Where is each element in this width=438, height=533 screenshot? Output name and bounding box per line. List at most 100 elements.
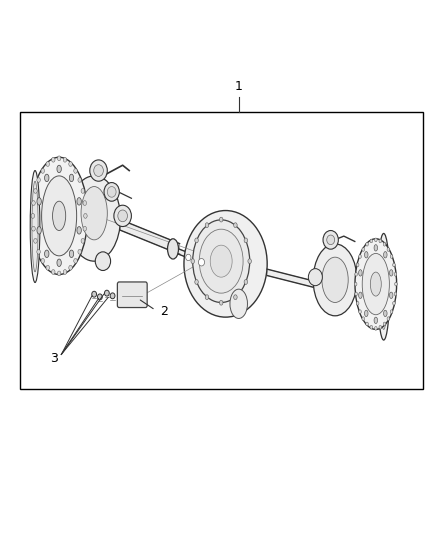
Ellipse shape [90,160,107,181]
Ellipse shape [244,279,247,285]
Ellipse shape [394,292,397,296]
Ellipse shape [69,250,74,257]
Ellipse shape [380,244,388,329]
Ellipse shape [205,295,208,300]
Ellipse shape [74,259,77,263]
Ellipse shape [233,223,237,228]
Ellipse shape [37,227,41,234]
Ellipse shape [366,322,368,326]
Ellipse shape [68,176,120,261]
Ellipse shape [78,177,81,182]
Ellipse shape [186,254,191,261]
Ellipse shape [370,325,373,329]
Ellipse shape [34,238,37,243]
Ellipse shape [362,317,364,320]
Ellipse shape [77,198,81,205]
Ellipse shape [114,205,131,227]
Ellipse shape [46,161,49,166]
Ellipse shape [244,238,247,243]
Ellipse shape [392,302,395,305]
Ellipse shape [374,245,378,251]
Ellipse shape [370,272,381,296]
Ellipse shape [32,227,35,231]
Ellipse shape [199,229,243,293]
Ellipse shape [46,265,49,270]
Ellipse shape [41,259,45,263]
Polygon shape [177,248,206,265]
Ellipse shape [42,176,77,256]
Ellipse shape [83,200,86,205]
Ellipse shape [63,157,67,162]
Ellipse shape [390,255,393,259]
Ellipse shape [374,238,377,241]
Ellipse shape [390,310,393,313]
Ellipse shape [195,279,198,285]
Ellipse shape [219,217,223,222]
Ellipse shape [69,161,72,166]
Ellipse shape [69,265,72,270]
Ellipse shape [63,270,67,274]
Ellipse shape [395,282,397,286]
Ellipse shape [389,270,393,276]
Ellipse shape [94,165,103,176]
Ellipse shape [248,259,251,264]
Text: 3: 3 [50,352,58,365]
Ellipse shape [364,310,368,317]
Ellipse shape [387,248,390,252]
Ellipse shape [387,317,390,320]
Ellipse shape [30,171,40,282]
Ellipse shape [81,187,107,240]
Ellipse shape [74,168,77,173]
Ellipse shape [378,233,390,340]
Ellipse shape [357,302,359,305]
Ellipse shape [31,213,35,219]
Ellipse shape [357,263,359,266]
Ellipse shape [107,187,116,197]
Ellipse shape [362,254,389,314]
Ellipse shape [205,223,209,228]
Ellipse shape [57,259,61,266]
Text: 1: 1 [235,80,243,93]
Ellipse shape [57,156,61,161]
Ellipse shape [313,244,357,316]
Ellipse shape [191,259,194,264]
Ellipse shape [195,238,198,243]
Ellipse shape [193,220,250,303]
Ellipse shape [92,291,96,297]
Ellipse shape [359,255,361,259]
Ellipse shape [219,301,223,305]
Ellipse shape [104,182,119,201]
Ellipse shape [230,289,247,318]
Ellipse shape [383,322,386,326]
Ellipse shape [81,189,85,193]
Ellipse shape [370,239,373,243]
Ellipse shape [359,292,362,298]
Ellipse shape [77,227,81,234]
Ellipse shape [379,325,381,329]
Ellipse shape [322,257,348,303]
Ellipse shape [110,293,115,298]
Ellipse shape [198,259,205,266]
Ellipse shape [168,239,179,259]
Ellipse shape [389,292,393,298]
Ellipse shape [355,292,357,296]
Ellipse shape [32,200,35,205]
Ellipse shape [308,269,322,286]
Ellipse shape [104,290,110,296]
Ellipse shape [362,248,364,252]
Ellipse shape [37,198,41,205]
Ellipse shape [52,270,55,274]
Ellipse shape [97,294,102,300]
Text: 2: 2 [160,305,168,318]
Ellipse shape [355,239,396,329]
Ellipse shape [210,245,232,277]
FancyBboxPatch shape [117,282,147,308]
Ellipse shape [41,168,45,173]
Ellipse shape [354,282,357,286]
Ellipse shape [45,174,49,182]
Ellipse shape [95,252,110,271]
Ellipse shape [394,272,397,276]
Ellipse shape [57,271,61,276]
Polygon shape [120,220,180,254]
Ellipse shape [366,243,368,246]
